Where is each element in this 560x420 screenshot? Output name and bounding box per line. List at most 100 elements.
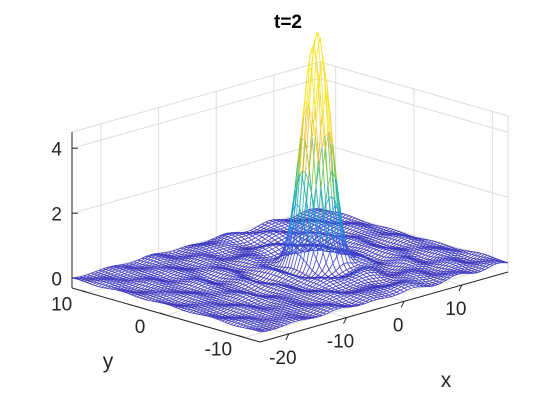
mesh-segment [211, 269, 217, 272]
mesh-segment [260, 288, 265, 291]
mesh-segment [163, 293, 168, 296]
mesh-segment [233, 325, 237, 327]
mesh-segment [219, 311, 224, 314]
mesh-segment [179, 283, 184, 287]
mesh-segment [203, 259, 208, 262]
mesh-segment [300, 281, 305, 284]
mesh-segment [293, 284, 298, 287]
mesh-segment [242, 327, 246, 329]
mesh-segment [248, 261, 254, 265]
mesh-segment [122, 282, 127, 285]
mesh-segment [276, 272, 281, 277]
mesh-segment [251, 270, 257, 275]
mesh-segment [226, 281, 231, 285]
mesh-segment [215, 318, 220, 321]
mesh-segment [139, 295, 144, 299]
mesh-segment [89, 283, 93, 286]
mesh-segment [258, 236, 263, 241]
mesh-segment [237, 258, 242, 262]
mesh-segment [213, 289, 218, 292]
mesh-segment [242, 308, 248, 312]
mesh-segment [251, 299, 256, 302]
mesh-segment [251, 249, 256, 252]
mesh-segment [180, 259, 185, 263]
mesh-segment [271, 248, 276, 252]
mesh-segment [244, 263, 250, 268]
mesh-segment [268, 233, 273, 237]
mesh-segment [208, 284, 212, 288]
mesh-segment [253, 275, 259, 279]
mesh-segment [279, 276, 283, 279]
mesh-segment [111, 282, 117, 285]
mesh-segment [155, 262, 160, 265]
mesh-segment [268, 246, 273, 250]
mesh-segment [219, 297, 224, 301]
mesh-segment [181, 252, 186, 255]
mesh-segment [200, 275, 205, 277]
mesh-segment [145, 280, 151, 284]
mesh-segment [278, 222, 283, 225]
mesh-segment [244, 237, 249, 240]
mesh-segment [218, 251, 223, 254]
mesh-segment [239, 262, 244, 266]
mesh-segment [144, 256, 149, 259]
mesh-segment [234, 236, 239, 239]
mesh-segment [248, 273, 253, 276]
mesh-segment [260, 272, 266, 278]
mesh-segment [254, 271, 260, 276]
mesh-segment [188, 264, 193, 268]
mesh-segment [144, 286, 149, 290]
mesh-segment [226, 272, 231, 276]
mesh-segment [223, 239, 228, 242]
mesh-segment [255, 247, 260, 250]
mesh-segment [189, 247, 194, 251]
mesh-segment [192, 280, 197, 283]
mesh-segment [269, 232, 273, 235]
mesh-segment [248, 297, 253, 301]
mesh-segment [195, 281, 200, 284]
mesh-segment [258, 239, 262, 242]
mesh-segment [200, 308, 205, 311]
mesh-segment [268, 248, 273, 252]
mesh-segment [258, 247, 263, 251]
mesh-segment [204, 250, 209, 252]
mesh-segment [271, 223, 275, 227]
mesh-segment [268, 235, 273, 239]
mesh-segment [241, 266, 246, 270]
mesh-segment [268, 250, 272, 254]
mesh-segment [94, 272, 99, 275]
mesh-segment [196, 260, 201, 264]
mesh-segment [253, 229, 258, 232]
mesh-segment [275, 244, 281, 248]
x-tick [400, 301, 405, 308]
mesh-segment [128, 270, 133, 273]
mesh-segment [172, 284, 177, 287]
mesh-segment [286, 274, 290, 277]
mesh-segment [194, 300, 199, 303]
mesh-segment [282, 274, 287, 279]
mesh-segment [230, 236, 236, 239]
mesh-segment [162, 295, 167, 298]
mesh-segment [223, 309, 228, 312]
mesh-segment [224, 254, 229, 257]
mesh-segment [184, 258, 189, 261]
mesh-segment [245, 285, 249, 288]
mesh-segment [264, 222, 269, 226]
mesh-segment [302, 263, 307, 274]
mesh-segment [230, 237, 235, 240]
mesh-segment [232, 311, 237, 315]
mesh-segment [227, 323, 231, 325]
mesh-segment [230, 324, 234, 326]
mesh-segment [177, 307, 181, 310]
mesh-segment [236, 261, 241, 266]
mesh-segment [303, 259, 307, 264]
mesh-segment [241, 236, 245, 240]
mesh-segment [229, 239, 235, 242]
mesh-segment [274, 239, 279, 243]
mesh-segment [205, 261, 211, 264]
mesh-segment [192, 248, 197, 252]
mesh-segment [259, 235, 263, 238]
mesh-segment [256, 233, 260, 236]
mesh-segment [128, 285, 133, 288]
mesh-segment [275, 235, 279, 239]
